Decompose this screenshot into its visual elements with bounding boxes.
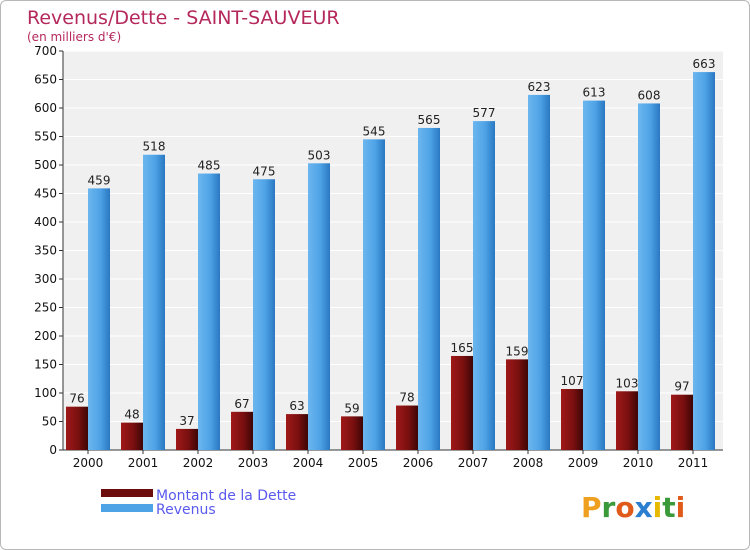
logo-letter: o: [615, 491, 634, 524]
data-label-debt: 159: [506, 344, 529, 358]
bar-debt: [671, 394, 693, 450]
bar-debt: [231, 411, 253, 450]
data-label-revenue: 623: [528, 80, 551, 94]
logo-letter: i: [653, 491, 663, 524]
bar-debt: [121, 422, 143, 450]
x-tick-label: 2009: [568, 456, 599, 470]
logo-letter: r: [602, 491, 616, 524]
bar-revenue: [528, 94, 550, 450]
data-label-revenue: 613: [583, 86, 606, 100]
data-label-debt: 76: [69, 392, 84, 406]
bar-revenue: [143, 154, 165, 451]
bar-revenue: [253, 179, 275, 450]
bar-debt: [66, 406, 88, 450]
legend-swatch-revenue: [101, 504, 153, 512]
y-tick-label: 650: [34, 73, 57, 87]
y-tick-label: 500: [34, 158, 57, 172]
bar-debt: [341, 416, 363, 450]
bar-revenue: [308, 163, 330, 451]
x-tick-label: 2003: [238, 456, 269, 470]
legend-swatch-debt: [101, 489, 153, 497]
y-tick-label: 700: [34, 44, 57, 58]
data-label-revenue: 608: [638, 88, 661, 102]
x-tick-label: 2010: [623, 456, 654, 470]
y-tick-label: 0: [49, 443, 57, 457]
logo-letter: P: [581, 491, 602, 524]
data-label-revenue: 565: [418, 113, 441, 127]
x-tick-label: 2004: [293, 456, 324, 470]
data-label-revenue: 545: [363, 124, 386, 138]
y-tick-label: 550: [34, 130, 57, 144]
data-label-revenue: 577: [473, 106, 496, 120]
y-tick-label: 50: [42, 415, 57, 429]
x-tick-label: 2008: [513, 456, 544, 470]
y-tick-label: 150: [34, 358, 57, 372]
chart-title: Revenus/Dette - SAINT-SAUVEUR: [27, 7, 340, 29]
data-label-revenue: 485: [198, 159, 221, 173]
bar-debt: [176, 428, 198, 450]
plot-area: 0 50 100 150 200 250 300 350 400 450 500 550 600 650 7…: [34, 44, 723, 470]
logo-letter: x: [635, 491, 653, 524]
proxiti-logo: Proxiti: [581, 491, 685, 524]
bar-debt: [286, 414, 308, 450]
x-tick-label: 2005: [348, 456, 379, 470]
bar-debt: [396, 405, 418, 450]
data-label-revenue: 475: [253, 164, 276, 178]
data-label-debt: 67: [234, 397, 249, 411]
bar-debt: [451, 355, 473, 450]
chart-subtitle: (en milliers d'€): [27, 30, 121, 44]
y-tick-label: 200: [34, 329, 57, 343]
data-label-debt: 37: [179, 414, 194, 428]
data-label-debt: 78: [399, 391, 414, 405]
x-tick-label: 2000: [73, 456, 104, 470]
logo-letter: i: [676, 491, 686, 524]
y-tick-label: 250: [34, 301, 57, 315]
data-label-debt: 97: [674, 380, 689, 394]
bar-revenue: [693, 72, 715, 450]
y-tick-label: 400: [34, 215, 57, 229]
y-tick-label: 450: [34, 187, 57, 201]
bar-revenue: [418, 127, 440, 450]
bar-revenue: [583, 100, 605, 450]
y-tick-label: 600: [34, 101, 57, 115]
data-label-revenue: 503: [308, 148, 331, 162]
bar-revenue: [363, 139, 385, 450]
data-label-debt: 103: [616, 376, 639, 390]
data-label-debt: 59: [344, 401, 359, 415]
y-tick-label: 300: [34, 272, 57, 286]
bar-debt: [506, 359, 528, 450]
x-tick-label: 2006: [403, 456, 434, 470]
y-tick-label: 350: [34, 244, 57, 258]
x-tick-label: 2007: [458, 456, 489, 470]
bar-revenue: [473, 121, 495, 451]
data-label-debt: 48: [124, 408, 139, 422]
bar-revenue: [638, 103, 660, 450]
data-label-debt: 63: [289, 399, 304, 413]
data-label-revenue: 459: [88, 173, 111, 187]
bar-debt: [561, 389, 583, 450]
bar-debt: [616, 391, 638, 450]
data-label-debt: 165: [451, 341, 474, 355]
bar-revenue: [88, 188, 110, 450]
legend-label-revenue: Revenus: [156, 502, 216, 518]
logo-letter: t: [662, 491, 675, 524]
data-label-debt: 107: [561, 374, 584, 388]
data-label-revenue: 663: [693, 57, 716, 71]
data-label-revenue: 518: [143, 140, 166, 154]
x-tick-label: 2002: [183, 456, 214, 470]
y-tick-label: 100: [34, 386, 57, 400]
x-tick-label: 2011: [678, 456, 709, 470]
x-tick-label: 2001: [128, 456, 159, 470]
legend-label-debt: Montant de la Dette: [156, 488, 296, 504]
bar-revenue: [198, 173, 220, 451]
